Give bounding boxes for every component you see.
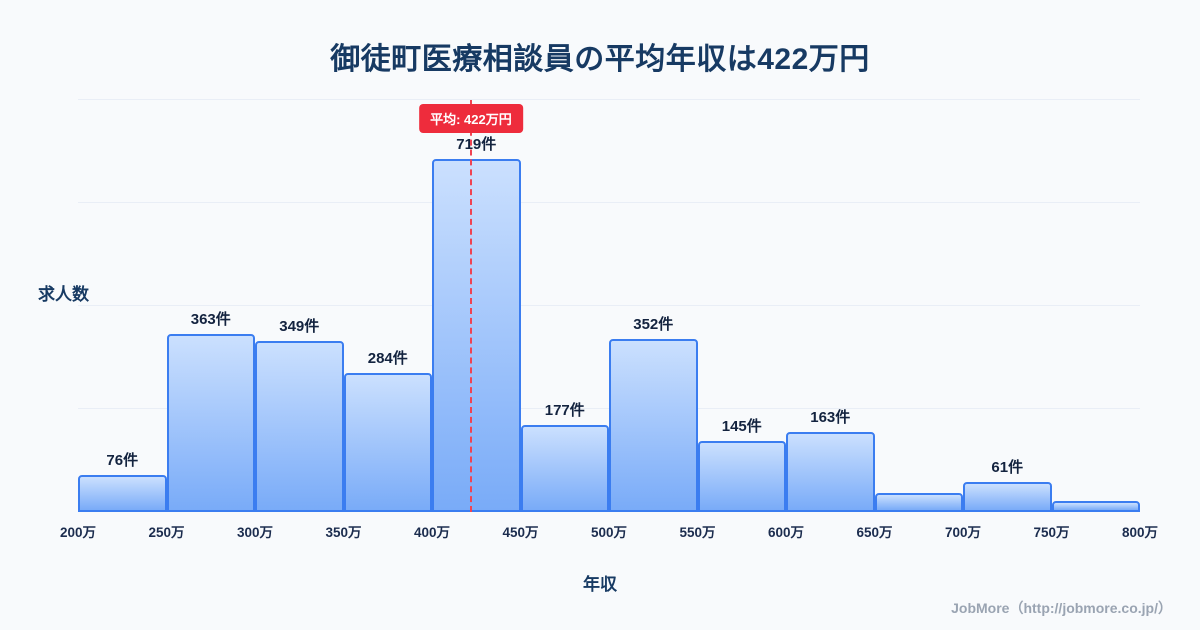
x-tick-500万: 500万 <box>590 525 628 540</box>
bar-value-label: 76件 <box>106 451 139 469</box>
x-tick-250万: 250万 <box>148 525 185 540</box>
bar-value-label: 145件 <box>721 417 762 435</box>
bar-350万-400万 <box>343 372 432 512</box>
footer-credit: JobMore（http://jobmore.co.jp/） <box>951 600 1172 616</box>
bar-value-label: 352件 <box>633 316 674 334</box>
x-tick-200万: 200万 <box>59 525 97 540</box>
x-tick-800万: 800万 <box>1121 525 1159 540</box>
x-tick-300万: 300万 <box>236 525 274 540</box>
bar-250万-300万 <box>166 333 255 512</box>
bar-value-label: 719件 <box>456 136 497 154</box>
x-tick-350万: 350万 <box>325 525 362 540</box>
bar-value-label: 177件 <box>544 402 585 420</box>
x-ticks: 200万 250万 300万 350万 400万 450万 500万 550万 600万 650万… <box>60 521 1158 543</box>
plot-area: 平均: 422万円 76件 363件 349件 284件 719件 177件 352件 145… <box>78 99 1140 512</box>
gridline <box>78 305 1140 306</box>
mean-line <box>469 100 472 512</box>
bar-450万-500万 <box>520 425 609 512</box>
x-tick-700万: 700万 <box>944 525 982 540</box>
bar-650万-700万 <box>874 493 963 512</box>
bar-550万-600万 <box>697 440 786 512</box>
x-axis-label: 年収 <box>583 575 617 594</box>
gridline <box>78 202 1140 203</box>
bar-value-label: 349件 <box>279 317 320 335</box>
x-tick-400万: 400万 <box>413 525 451 540</box>
x-tick-550万: 550万 <box>679 525 716 540</box>
x-tick-750万: 750万 <box>1033 525 1070 540</box>
mean-badge: 平均: 422万円 <box>419 104 523 133</box>
bar-value-label: 163件 <box>810 409 851 427</box>
y-axis-label: 求人数 <box>38 285 89 304</box>
bar-700万-750万 <box>963 482 1052 512</box>
bar-750万-800万 <box>1051 501 1140 512</box>
bar-600万-650万 <box>786 432 875 512</box>
bar-value-label: 284件 <box>367 349 408 367</box>
bar-500万-550万 <box>609 339 698 512</box>
page-title: 御徒町医療相談員の平均年収は422万円 <box>330 43 870 76</box>
x-tick-450万: 450万 <box>502 525 539 540</box>
bar-400万-450万 <box>432 159 521 512</box>
x-tick-650万: 650万 <box>856 525 893 540</box>
bar-value-label: 61件 <box>991 459 1024 477</box>
x-tick-600万: 600万 <box>767 525 805 540</box>
bar-300万-350万 <box>255 340 344 512</box>
bar-value-label: 363件 <box>190 310 231 328</box>
bar-200万-250万 <box>78 474 167 512</box>
gridline <box>78 99 1140 100</box>
